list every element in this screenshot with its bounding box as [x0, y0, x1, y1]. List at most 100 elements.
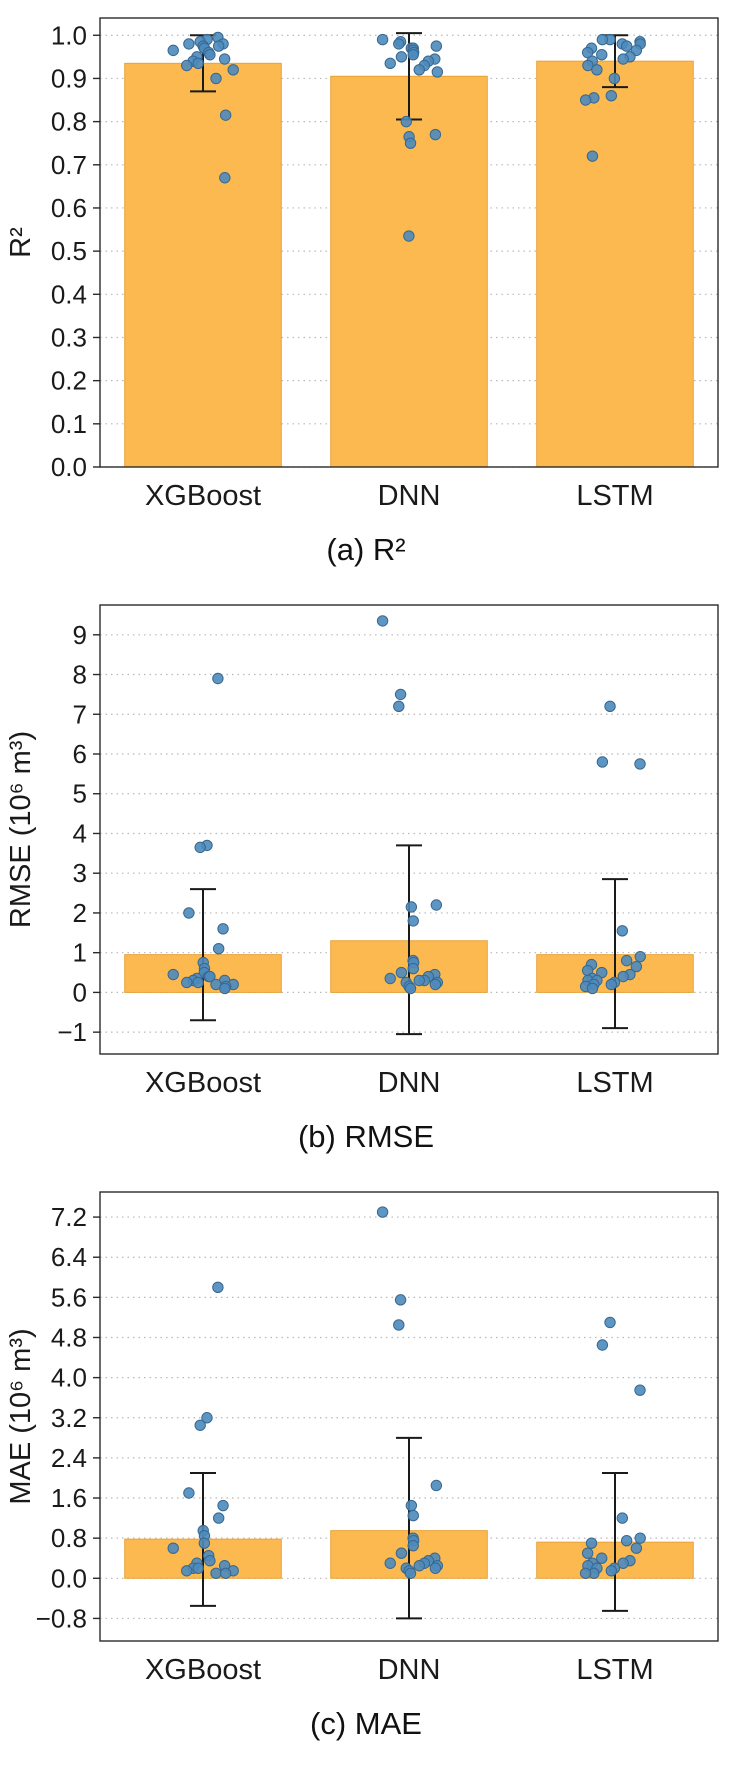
scatter-point [407, 1510, 419, 1522]
scatter-point [183, 907, 195, 919]
scatter-point [219, 1567, 232, 1580]
scatter-point [413, 64, 425, 76]
y-tick-label: 4.8 [51, 1323, 87, 1353]
scatter-point [596, 1552, 608, 1565]
scatter-point [212, 1281, 224, 1294]
chart-rmse-plot: −1 0 1 2 3 4 5 6 7 8 9 XGBoost DNN LSTM RMSE (10⁶ m³) [0, 591, 732, 1107]
scatter-point [218, 53, 231, 65]
scatter-point [413, 1560, 425, 1572]
scatter-point [429, 1562, 442, 1575]
y-tick-label: 3 [73, 858, 87, 888]
scatter-point [431, 66, 444, 78]
x-tick-label: LSTM [576, 1654, 653, 1686]
y-tick-label: 7 [73, 699, 87, 729]
scatter-point [581, 1547, 594, 1560]
x-tick-label: LSTM [576, 1067, 653, 1099]
x-tick-label: DNN [378, 1654, 441, 1686]
scatter-point [212, 672, 224, 685]
scatter-point [404, 982, 417, 995]
scatter-point [596, 756, 609, 768]
scatter-point [384, 57, 396, 70]
scatter-point [605, 90, 618, 102]
scatter-point [395, 1547, 408, 1560]
y-tick-label: 2 [73, 898, 87, 928]
plot-border [99, 604, 719, 1055]
chart-mae-caption: (c) MAE [310, 1706, 422, 1742]
chart-svg: 0.0 0.1 0.2 0.3 0.4 0.5 0.6 0.7 0.8 0.9 1.0 XGBoost… [0, 4, 732, 519]
y-tick-label: −0.8 [36, 1604, 87, 1634]
scatter-point [604, 700, 616, 713]
error-bar [396, 844, 422, 1036]
scatter-point [198, 1537, 211, 1550]
scatter-point [217, 923, 229, 935]
y-tick-label: 6.4 [51, 1242, 87, 1272]
y-axis-label: R² [5, 227, 37, 258]
scatter-point [393, 38, 405, 50]
scatter-point [183, 1487, 195, 1499]
scatter-point [605, 1565, 618, 1577]
scatter-point [430, 40, 443, 52]
scatter-point [620, 1535, 633, 1547]
scatter-point [212, 40, 225, 52]
scatter-point [192, 976, 204, 989]
chart-mae-plot: −0.8 0.0 0.8 1.6 2.4 3.2 4.0 4.8 5.6 6.4 7.2 XGBoos… [0, 1178, 732, 1694]
scatter-point [617, 53, 629, 65]
scatter-point [407, 1540, 419, 1552]
x-tick-label: XGBoost [145, 480, 261, 512]
y-tick-label: 0.1 [51, 409, 87, 439]
scatter-point [194, 841, 206, 854]
scatter-point [634, 758, 646, 770]
y-axis-label: RMSE (10⁶ m³) [5, 731, 37, 928]
scatter-point [604, 1316, 616, 1329]
scatter-point [407, 962, 419, 975]
scatter-point [167, 44, 179, 57]
scatter-point [181, 59, 193, 72]
scatter-point [586, 150, 599, 162]
scatter-point [403, 230, 415, 242]
scatter-point [201, 1412, 213, 1424]
scatter-point [376, 33, 389, 46]
x-tick-label: DNN [378, 480, 441, 512]
y-tick-label: 0.8 [51, 107, 87, 137]
scatter-point [384, 972, 396, 985]
chart-mae: −0.8 0.0 0.8 1.6 2.4 3.2 4.0 4.8 5.6 6.4 7.2 XGBoos… [0, 1178, 732, 1759]
scatter-point [617, 1557, 629, 1570]
scatter-point [219, 982, 231, 995]
x-tick-label: DNN [378, 1067, 441, 1099]
scatter-point [596, 1339, 609, 1351]
chart-rmse-caption: (b) RMSE [297, 1119, 435, 1155]
scatter-point [376, 615, 389, 627]
y-tick-label: 0.7 [51, 150, 87, 180]
scatter-point [430, 899, 443, 911]
scatter-point [616, 1512, 629, 1524]
y-tick-label: 3.2 [51, 1403, 87, 1433]
scatter-point [181, 976, 193, 989]
chart-svg: −0.8 0.0 0.8 1.6 2.4 3.2 4.0 4.8 5.6 6.4 7.2 XGBoos… [0, 1178, 732, 1694]
y-tick-label: 1.6 [51, 1483, 87, 1513]
scatter-point [212, 943, 225, 955]
scatter-point [227, 64, 239, 76]
y-tick-label: 2.4 [51, 1443, 87, 1473]
scatter-point [634, 951, 646, 963]
y-tick-label: 8 [73, 660, 87, 690]
y-tick-label: 5 [73, 779, 87, 809]
y-tick-label: 0.9 [51, 63, 87, 93]
scatter-point [591, 64, 603, 76]
y-tick-label: 1 [73, 938, 87, 968]
scatter-point [634, 1384, 646, 1397]
scatter-point [430, 1479, 443, 1492]
scatter-point [400, 115, 412, 128]
scatter-point [413, 974, 425, 987]
scatter-point [384, 1557, 396, 1570]
scatter-point [407, 915, 419, 927]
scatter-point [608, 72, 621, 85]
y-tick-label: 1.0 [51, 20, 87, 50]
scatter-point [579, 1567, 592, 1580]
y-tick-label: 4 [73, 819, 87, 849]
scatter-point [210, 72, 222, 85]
y-tick-label: 0.5 [51, 236, 87, 266]
scatter-point [404, 1567, 417, 1580]
scatter-point [620, 955, 633, 967]
chart-svg: −1 0 1 2 3 4 5 6 7 8 9 XGBoost DNN LSTM RMSE (10⁶ m³) [0, 591, 732, 1107]
plot-border [99, 1191, 719, 1642]
